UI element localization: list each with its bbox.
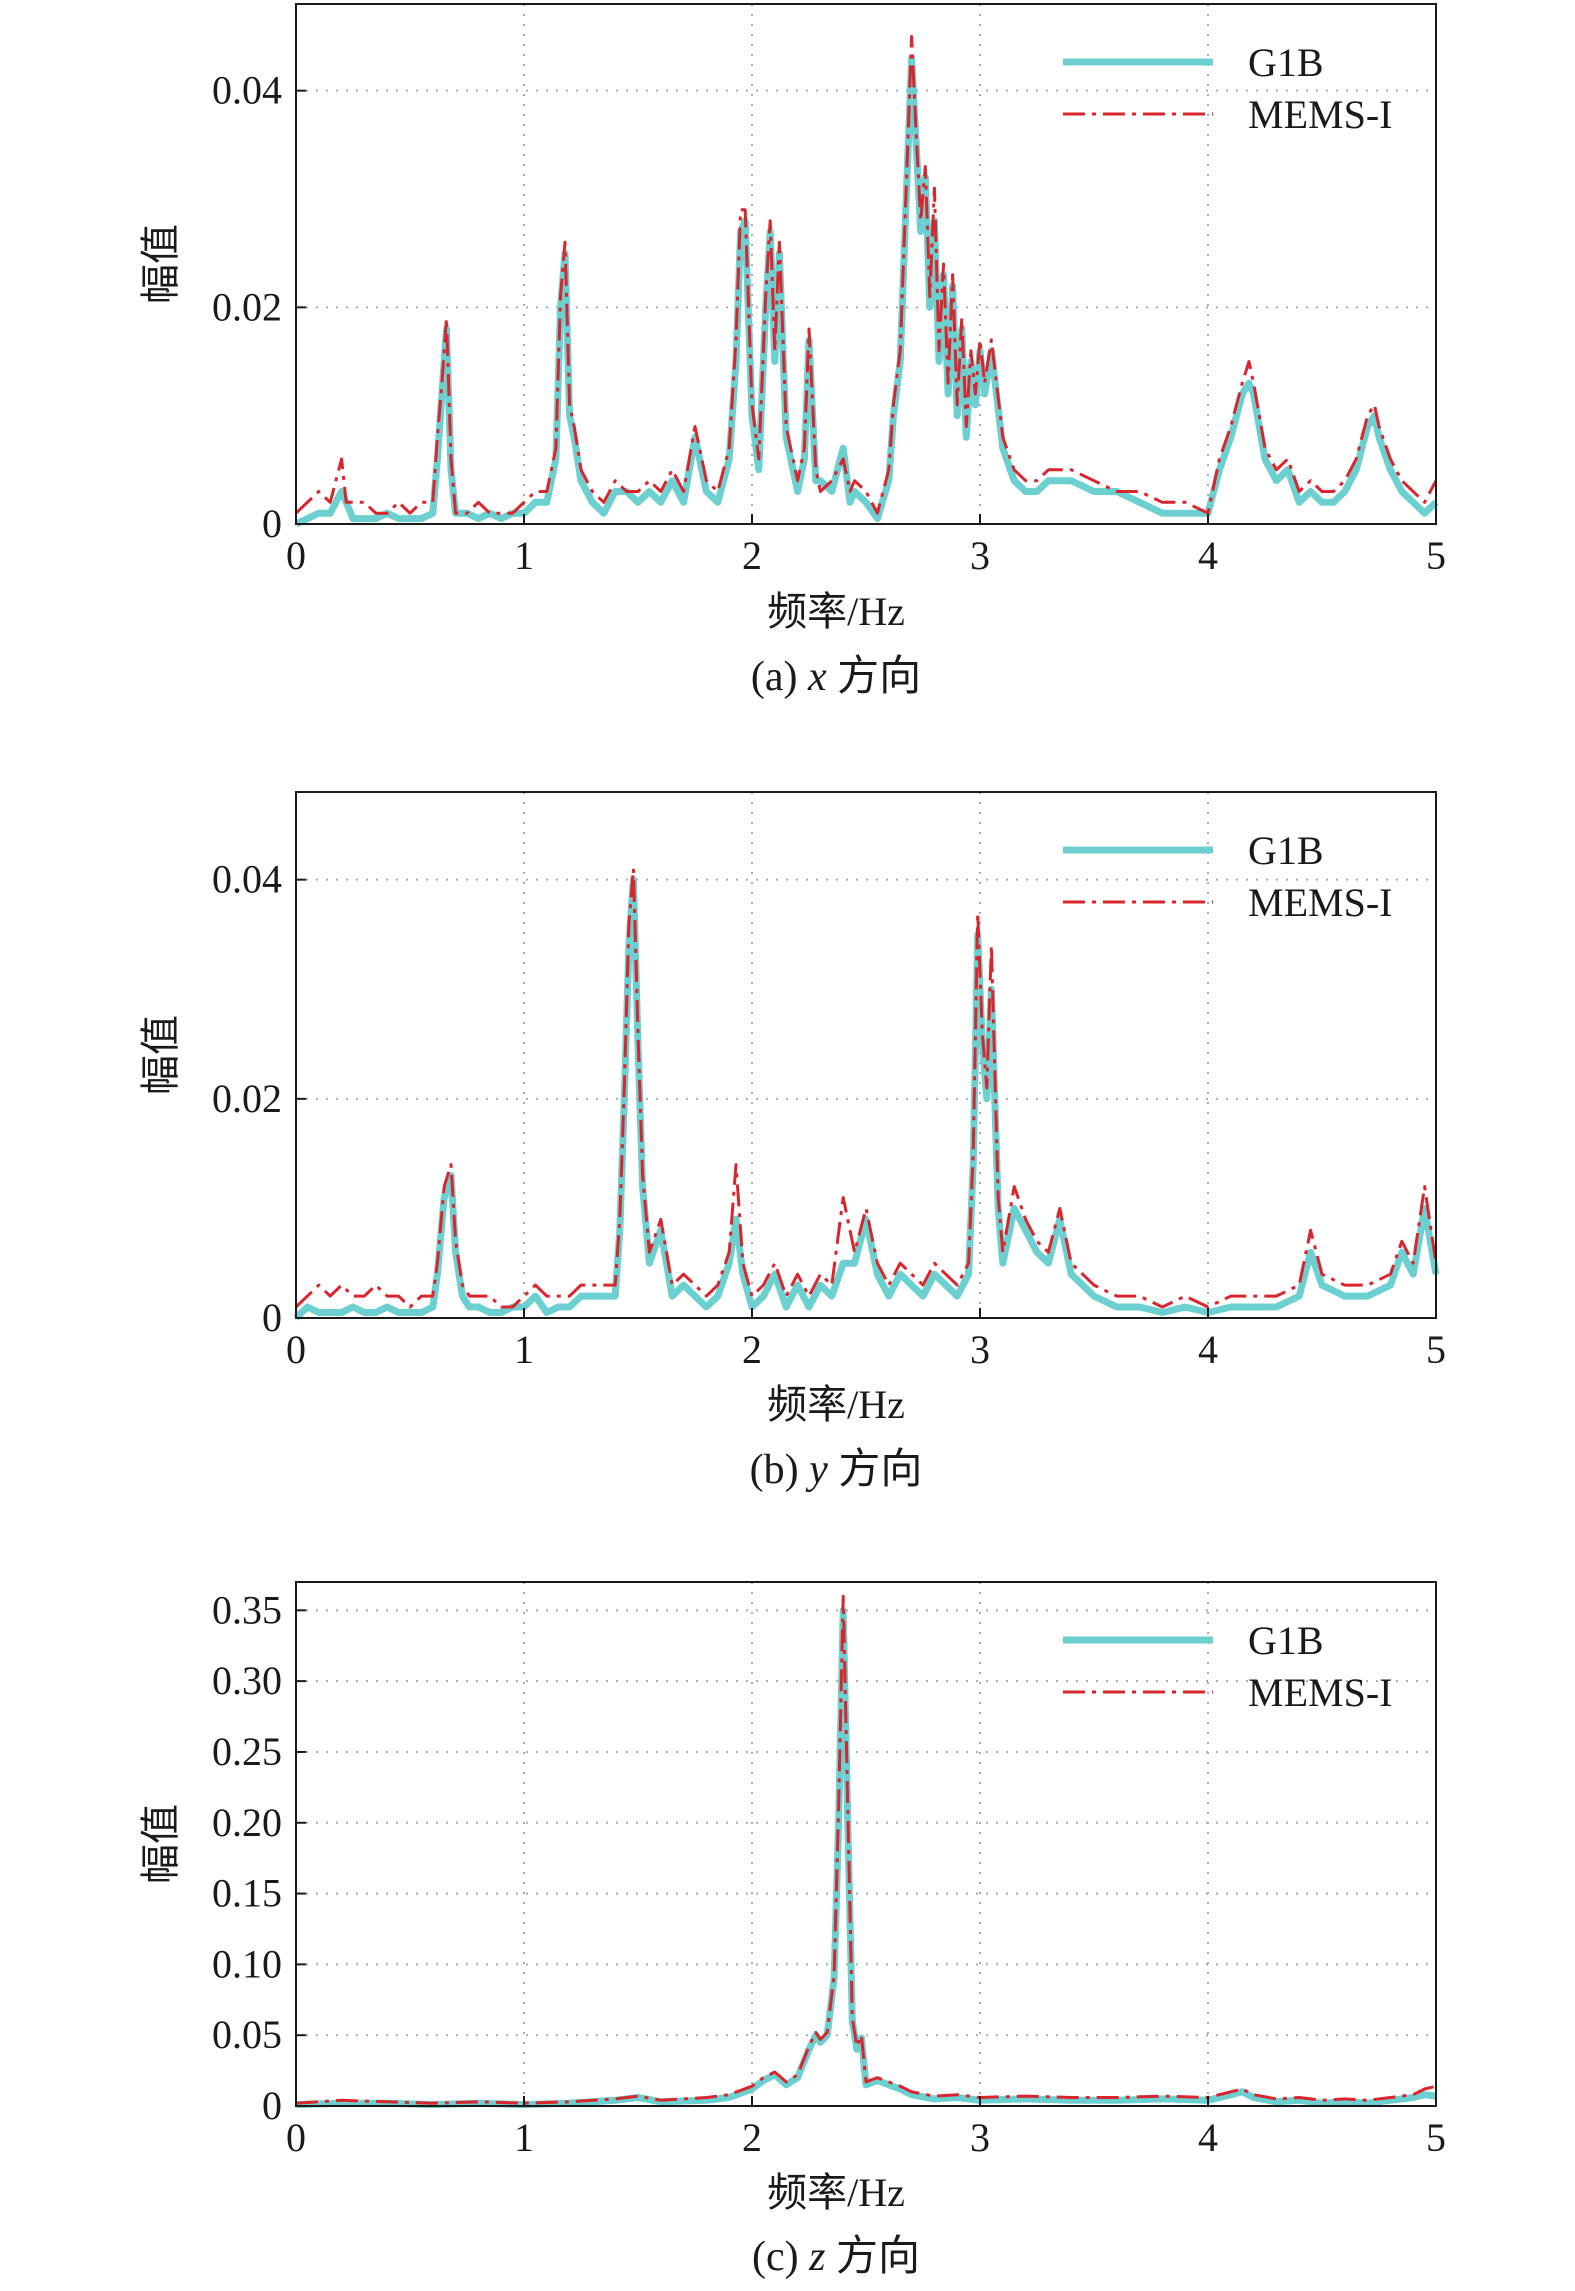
series-line-g1b — [293, 876, 1440, 1321]
axes-frame — [295, 1581, 1437, 2107]
y-tick-label: 0.04 — [212, 68, 282, 113]
legend-label-mems-i: MEMS-I — [1248, 92, 1392, 137]
caption-suffix: 方向 — [828, 1447, 923, 1493]
caption-suffix: 方向 — [825, 2234, 920, 2280]
x-tick-label: 1 — [514, 2115, 534, 2160]
caption-prefix: (b) — [750, 1447, 809, 1493]
x-tick-label: 2 — [742, 533, 762, 578]
legend-label-g1b: G1B — [1248, 1618, 1324, 1663]
x-tick-label: 3 — [970, 533, 990, 578]
y-tick-label: 0.15 — [212, 1871, 282, 1916]
y-tick-label: 0 — [262, 1295, 282, 1340]
x-tick-label: 4 — [1198, 1327, 1218, 1372]
panel-caption: (c) z 方向 — [752, 2234, 920, 2280]
caption-suffix: 方向 — [827, 654, 922, 700]
axes-frame — [295, 3, 1437, 525]
chart-panel-b: 0 1 2 3 4 5 0 0.02 0.04 频率/Hz 幅值 G1B MEMS-I (b) y 方向 — [138, 791, 1446, 1493]
x-axis-label: 频率/Hz — [767, 2170, 905, 2215]
y-tick-label: 0.04 — [212, 857, 282, 902]
x-tick-label: 1 — [514, 533, 534, 578]
series-line-g1b — [295, 1606, 1437, 2109]
axes-frame — [295, 791, 1437, 1319]
y-tick-label: 0.30 — [212, 1658, 282, 1703]
legend-label-mems-i: MEMS-I — [1248, 880, 1392, 925]
x-tick-label: 3 — [970, 1327, 990, 1372]
series-line-mems-i — [295, 1594, 1437, 2105]
y-tick-label: 0.10 — [212, 1941, 282, 1986]
x-tick-label: 1 — [514, 1327, 534, 1372]
x-tick-label: 2 — [742, 1327, 762, 1372]
x-tick-label: 5 — [1426, 2115, 1446, 2160]
caption-variable: z — [808, 2234, 825, 2280]
legend-label-mems-i: MEMS-I — [1248, 1670, 1392, 1715]
x-tick-label: 4 — [1198, 2115, 1218, 2160]
x-tick-label: 3 — [970, 2115, 990, 2160]
x-tick-label: 2 — [742, 2115, 762, 2160]
x-tick-label: 5 — [1426, 1327, 1446, 1372]
series-line-mems-i — [294, 867, 1438, 1309]
y-tick-label: 0 — [262, 2083, 282, 2128]
legend-label-g1b: G1B — [1248, 40, 1324, 85]
y-tick-label: 0.02 — [212, 1076, 282, 1121]
y-tick-label: 0.35 — [212, 1587, 282, 1632]
y-tick-label: 0.05 — [212, 2012, 282, 2057]
panel-caption: (b) y 方向 — [750, 1447, 923, 1493]
caption-variable: x — [807, 654, 827, 700]
y-axis-label: 幅值 — [138, 224, 183, 304]
caption-prefix: (c) — [752, 2234, 809, 2280]
legend-label-g1b: G1B — [1248, 828, 1324, 873]
x-tick-label: 0 — [286, 2115, 306, 2160]
x-tick-label: 5 — [1426, 533, 1446, 578]
panel-caption: (a) x 方向 — [751, 654, 921, 700]
x-axis-label: 频率/Hz — [767, 1382, 905, 1427]
caption-variable: y — [805, 1447, 828, 1493]
caption-prefix: (a) — [751, 654, 808, 700]
y-axis-label: 幅值 — [138, 1804, 183, 1884]
x-axis-label: 频率/Hz — [767, 589, 905, 634]
x-tick-label: 0 — [286, 533, 306, 578]
x-tick-label: 4 — [1198, 533, 1218, 578]
y-tick-label: 0.02 — [212, 284, 282, 329]
y-axis-label: 幅值 — [138, 1015, 183, 1095]
x-tick-label: 0 — [286, 1327, 306, 1372]
chart-panel-c: 0 1 2 3 4 5 0 0.05 0.10 0.15 0.20 0.25 0.30 0.35 频率/Hz… — [138, 1581, 1446, 2280]
y-tick-label: 0 — [262, 501, 282, 546]
series-line-g1b — [294, 54, 1439, 528]
y-tick-label: 0.20 — [212, 1800, 282, 1845]
y-tick-label: 0.25 — [212, 1729, 282, 1774]
chart-panel-a: 0 1 2 3 4 5 0 0.02 0.04 频率/Hz 幅值 G1B MEMS-I (a) x 方向 — [138, 3, 1446, 700]
series-line-mems-i — [294, 35, 1438, 515]
